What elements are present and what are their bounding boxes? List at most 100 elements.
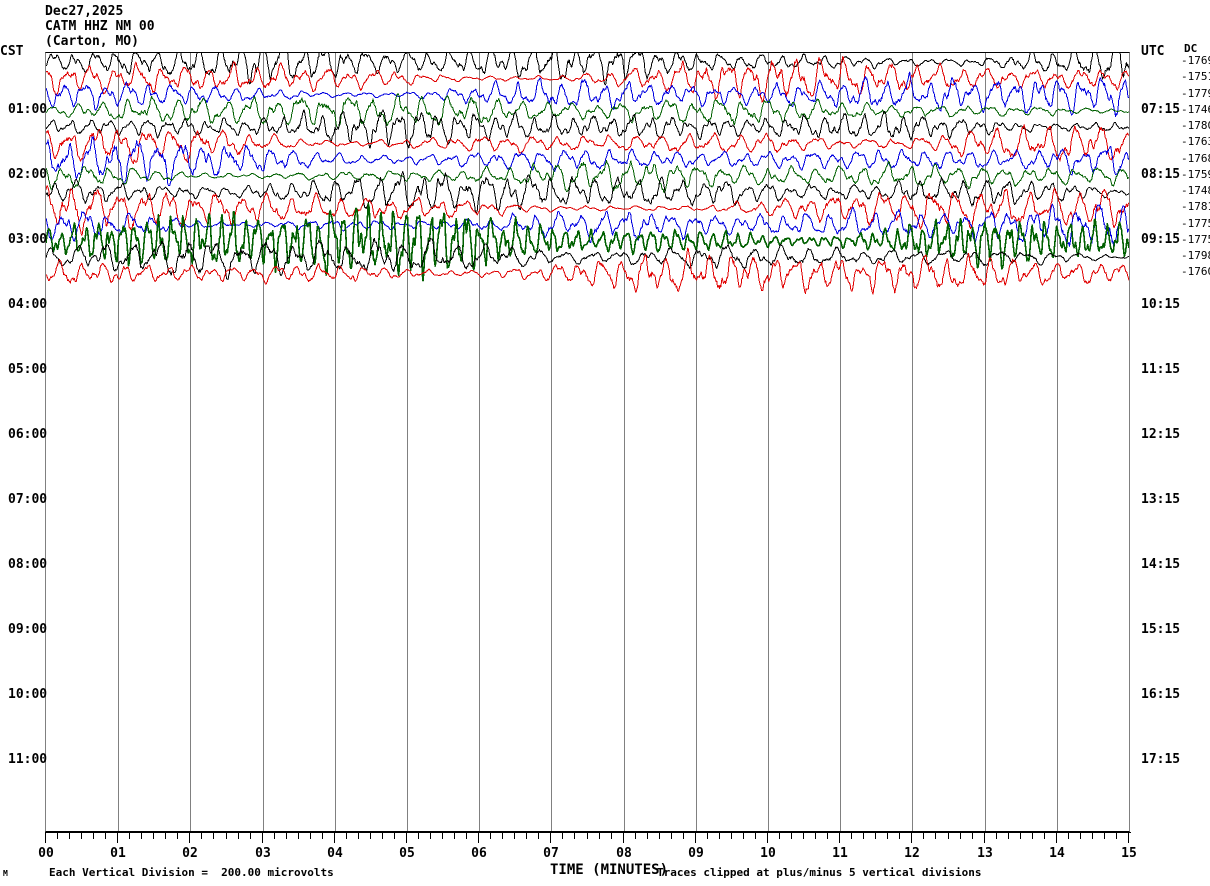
x-tick-minor [827, 832, 828, 839]
x-tick-minor [707, 832, 708, 839]
x-tick-minor [791, 832, 792, 839]
x-tick-minor [69, 832, 70, 839]
x-tick-label-13: 13 [977, 846, 993, 861]
x-tick-label-00: 00 [38, 846, 54, 861]
x-tick-minor [238, 832, 239, 839]
right-time-label-0815: 08:15 [1141, 167, 1181, 182]
dc-value-row-3: -1746 [1181, 103, 1210, 116]
x-tick-minor [683, 832, 684, 839]
trace-group [46, 53, 1129, 295]
x-tick-label-08: 08 [616, 846, 632, 861]
left-time-label-0600: 06:00 [8, 427, 48, 442]
x-tick-minor [599, 832, 600, 839]
gridline-minute-02 [190, 53, 191, 831]
trace-row-4-black [46, 109, 1129, 149]
x-tick-label-06: 06 [471, 846, 487, 861]
right-time-label-1415: 14:15 [1141, 557, 1181, 572]
x-tick-minor [1044, 832, 1045, 839]
x-tick-minor [93, 832, 94, 839]
right-axis-label: UTC [1141, 44, 1165, 59]
x-tick-major-07 [550, 832, 551, 843]
x-tick-major-06 [478, 832, 479, 843]
right-time-label-1115: 11:15 [1141, 362, 1181, 377]
x-tick-minor [153, 832, 154, 839]
gridline-minute-11 [840, 53, 841, 831]
x-tick-label-09: 09 [688, 846, 704, 861]
trace-row-9-red [46, 185, 1129, 236]
x-tick-minor [779, 832, 780, 839]
gridline-minute-06 [479, 53, 480, 831]
right-time-label-0715: 07:15 [1141, 102, 1181, 117]
x-tick-minor [454, 832, 455, 839]
x-tick-minor [177, 832, 178, 839]
x-tick-major-08 [623, 832, 624, 843]
x-tick-minor [57, 832, 58, 839]
x-tick-label-03: 03 [255, 846, 271, 861]
x-tick-minor [996, 832, 997, 839]
x-tick-minor [731, 832, 732, 839]
x-tick-major-14 [1056, 832, 1057, 843]
x-tick-minor [935, 832, 936, 839]
trace-row-5-red [46, 124, 1129, 165]
gridline-minute-07 [551, 53, 552, 831]
trace-row-13-red [46, 247, 1129, 295]
x-tick-minor [875, 832, 876, 839]
x-tick-major-10 [767, 832, 768, 843]
x-tick-minor [418, 832, 419, 839]
x-tick-minor [587, 832, 588, 839]
left-time-label-0500: 05:00 [8, 362, 48, 377]
right-time-label-1015: 10:15 [1141, 297, 1181, 312]
x-tick-label-07: 07 [543, 846, 559, 861]
x-tick-label-10: 10 [760, 846, 776, 861]
dc-value-row-0: -1769 [1181, 54, 1210, 67]
left-time-label-0300: 03:00 [8, 232, 48, 247]
x-tick-label-05: 05 [399, 846, 415, 861]
right-time-label-1715: 17:15 [1141, 752, 1181, 767]
x-tick-minor [803, 832, 804, 839]
dc-value-row-1: -1751 [1181, 70, 1210, 83]
x-tick-minor [574, 832, 575, 839]
trace-row-3-green [46, 92, 1129, 130]
x-tick-major-09 [695, 832, 696, 843]
gridline-minute-09 [696, 53, 697, 831]
gridline-minute-03 [263, 53, 264, 831]
x-tick-minor [310, 832, 311, 839]
x-tick-minor [502, 832, 503, 839]
x-tick-major-12 [911, 832, 912, 843]
x-tick-minor [611, 832, 612, 839]
x-tick-minor [1104, 832, 1105, 839]
left-time-label-0200: 02:00 [8, 167, 48, 182]
dc-value-row-10: -1775 [1181, 217, 1210, 230]
seismogram-plot[interactable] [45, 52, 1130, 832]
x-tick-minor [863, 832, 864, 839]
gridline-minute-10 [768, 53, 769, 831]
footer-corner-mark: M [3, 869, 8, 878]
left-time-label-0800: 08:00 [8, 557, 48, 572]
footer-scale-note: Each Vertical Division = 200.00 microvol… [49, 866, 334, 879]
x-tick-minor [201, 832, 202, 839]
footer-clip-note: Traces clipped at plus/minus 5 vertical … [657, 866, 982, 879]
x-tick-minor [382, 832, 383, 839]
x-tick-minor [370, 832, 371, 839]
x-tick-label-15: 15 [1121, 846, 1137, 861]
x-tick-minor [1008, 832, 1009, 839]
x-tick-minor [105, 832, 106, 839]
x-tick-minor [165, 832, 166, 839]
left-time-label-1100: 11:00 [8, 752, 48, 767]
x-tick-minor [755, 832, 756, 839]
trace-row-2-blue [46, 71, 1129, 117]
x-tick-minor [972, 832, 973, 839]
trace-row-8-black [46, 171, 1129, 214]
left-time-label-0400: 04:00 [8, 297, 48, 312]
dc-value-row-5: -1763 [1181, 135, 1210, 148]
x-tick-minor [1092, 832, 1093, 839]
x-tick-minor [274, 832, 275, 839]
x-tick-label-12: 12 [904, 846, 920, 861]
x-axis-line [45, 832, 1131, 833]
left-time-label-0700: 07:00 [8, 492, 48, 507]
x-tick-minor [213, 832, 214, 839]
x-tick-minor [647, 832, 648, 839]
dc-value-row-11: -1775 [1181, 233, 1210, 246]
right-time-label-0915: 09:15 [1141, 232, 1181, 247]
x-tick-major-15 [1128, 832, 1129, 843]
